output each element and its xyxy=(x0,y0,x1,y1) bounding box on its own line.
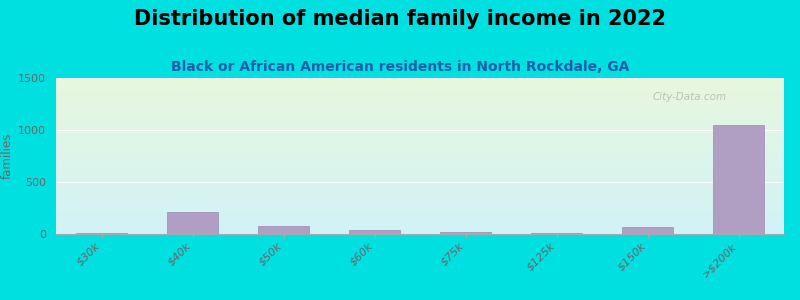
Text: Black or African American residents in North Rockdale, GA: Black or African American residents in N… xyxy=(171,60,629,74)
Bar xyxy=(77,233,126,234)
Bar xyxy=(531,233,582,234)
Bar xyxy=(441,232,490,234)
Y-axis label: families: families xyxy=(1,133,14,179)
Text: City-Data.com: City-Data.com xyxy=(652,92,726,102)
Bar xyxy=(714,125,763,234)
Bar xyxy=(622,227,673,234)
Bar xyxy=(350,230,399,234)
Bar xyxy=(167,212,218,234)
Text: Distribution of median family income in 2022: Distribution of median family income in … xyxy=(134,9,666,29)
Bar xyxy=(258,226,309,234)
